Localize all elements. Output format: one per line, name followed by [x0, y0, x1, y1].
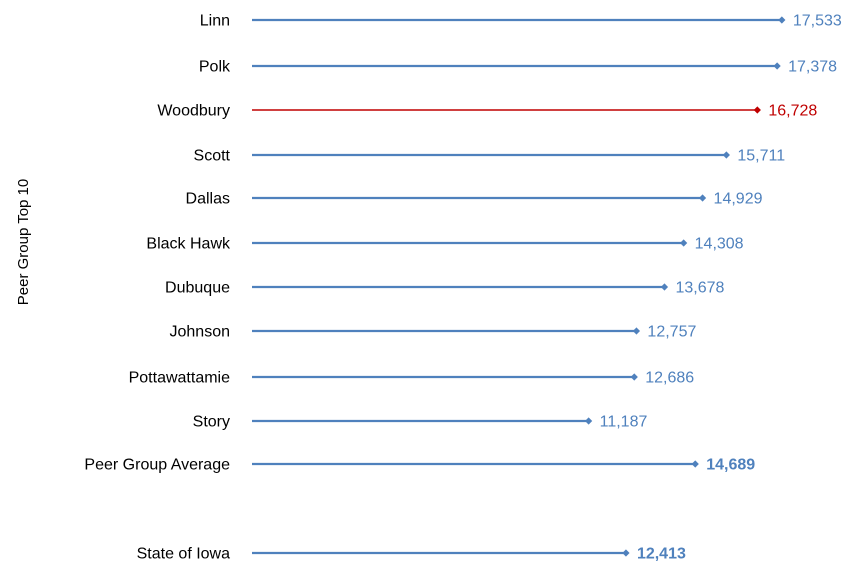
- value-label-black-hawk: 14,308: [695, 236, 744, 253]
- row-pottawattamie: Pottawattamie 12,686: [129, 370, 695, 387]
- value-label-scott: 15,711: [737, 148, 785, 165]
- value-label-peer-group-average: 14,689: [706, 457, 755, 474]
- marker-linn: [778, 16, 786, 24]
- category-label-peer-group-average: Peer Group Average: [84, 457, 230, 474]
- category-label-scott: Scott: [194, 148, 231, 165]
- value-label-linn: 17,533: [793, 13, 842, 30]
- row-scott: Scott 15,711: [194, 148, 786, 165]
- row-woodbury: Woodbury 16,728: [157, 103, 817, 120]
- category-label-woodbury: Woodbury: [157, 103, 230, 120]
- value-label-polk: 17,378: [788, 59, 837, 76]
- category-label-polk: Polk: [199, 59, 231, 76]
- row-dallas: Dallas 14,929: [186, 191, 763, 208]
- row-black-hawk: Black Hawk 14,308: [146, 236, 743, 253]
- category-label-state-of-iowa: State of Iowa: [137, 546, 230, 563]
- marker-story: [585, 417, 593, 425]
- marker-peer-group-average: [691, 460, 699, 468]
- category-label-pottawattamie: Pottawattamie: [129, 370, 230, 387]
- value-label-johnson: 12,757: [647, 324, 696, 341]
- row-state-of-iowa: State of Iowa 12,413: [137, 546, 686, 563]
- value-label-dallas: 14,929: [714, 191, 763, 208]
- marker-scott: [722, 151, 730, 159]
- value-label-state-of-iowa: 12,413: [637, 546, 686, 563]
- row-dubuque: Dubuque 13,678: [165, 280, 724, 297]
- row-linn: Linn 17,533: [200, 13, 842, 30]
- category-label-story: Story: [193, 414, 230, 431]
- row-peer-group-average: Peer Group Average 14,689: [84, 457, 755, 474]
- category-label-linn: Linn: [200, 13, 230, 30]
- category-label-dubuque: Dubuque: [165, 280, 230, 297]
- value-label-woodbury: 16,728: [768, 103, 817, 120]
- marker-johnson: [632, 327, 641, 335]
- y-axis-title: Peer Group Top 10: [15, 179, 32, 305]
- category-label-johnson: Johnson: [170, 324, 231, 341]
- marker-polk: [773, 62, 781, 70]
- row-story: Story 11,187: [193, 414, 648, 431]
- value-label-story: 11,187: [600, 414, 648, 431]
- marker-dubuque: [660, 283, 669, 291]
- marker-woodbury: [753, 106, 761, 114]
- row-polk: Polk 17,378: [199, 59, 837, 76]
- category-label-black-hawk: Black Hawk: [146, 236, 231, 253]
- marker-pottawattamie: [630, 373, 638, 381]
- row-johnson: Johnson 12,757: [170, 324, 697, 341]
- value-label-pottawattamie: 12,686: [645, 370, 694, 387]
- marker-state-of-iowa: [622, 549, 630, 557]
- marker-black-hawk: [680, 239, 688, 247]
- marker-dallas: [698, 194, 707, 202]
- value-label-dubuque: 13,678: [675, 280, 724, 297]
- chart-marks: Linn 17,533 Polk 17,378 Woodbury 16,728 Scott 1…: [84, 13, 841, 563]
- category-label-dallas: Dallas: [186, 191, 230, 208]
